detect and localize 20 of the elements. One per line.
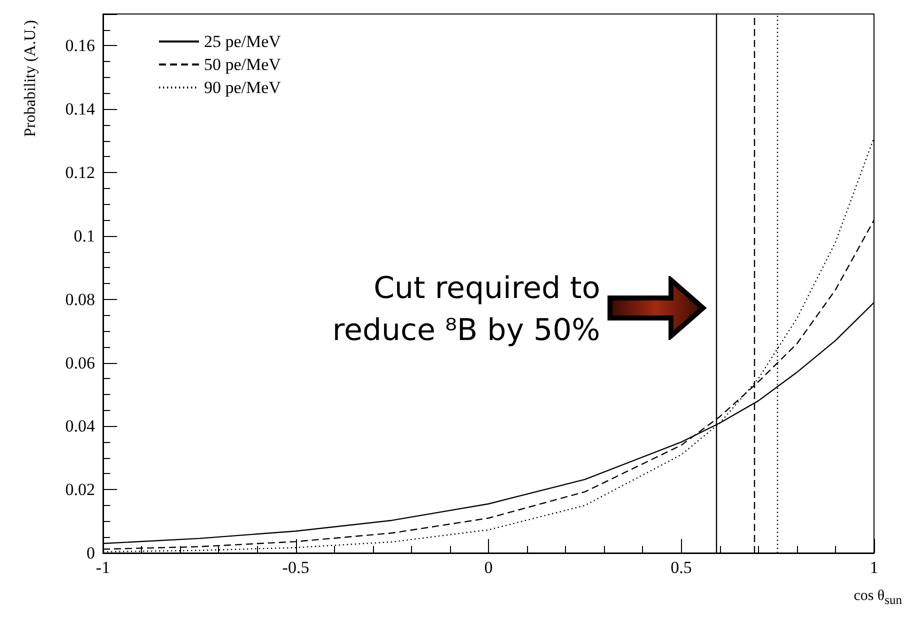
y-axis-title: Probability (A.U.)	[22, 20, 40, 137]
x-tick-label: 0.5	[670, 558, 692, 577]
x-axis-title: cos θ$_{sun}$	[854, 588, 902, 608]
y-tick-label: 0.06	[65, 353, 95, 372]
y-tick-label: 0	[86, 544, 95, 562]
annotation: Cut required to reduce ⁸B by 50%	[331, 270, 600, 350]
y-tick-label: 0.1	[74, 226, 95, 246]
legend-label: 50 pe/MeV	[204, 55, 282, 74]
y-tick-label: 0.08	[65, 290, 95, 309]
y-tick-label: 0.14	[65, 100, 96, 119]
legend-label: 25 pe/MeV	[204, 32, 282, 51]
y-tick-label: 0.04	[65, 416, 96, 436]
x-tick-label: 0	[484, 558, 493, 577]
x-tick-label: -1	[96, 558, 110, 577]
legend-label: 90 pe/MeV	[204, 78, 282, 97]
x-tick-label: -0.5	[282, 558, 310, 577]
y-tick-label: 0.16	[65, 36, 95, 56]
y-tick-label: 0.02	[65, 480, 95, 500]
x-tick-label: 1	[870, 558, 878, 577]
y-tick-label: 0.12	[65, 163, 95, 182]
